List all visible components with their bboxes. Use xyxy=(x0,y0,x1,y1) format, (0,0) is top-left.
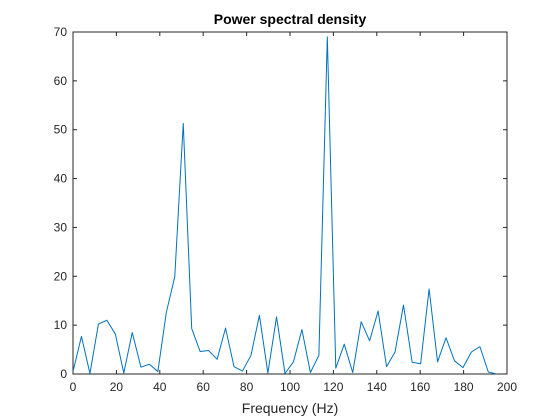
series-layer xyxy=(72,36,497,375)
y-axis-ticks: 0 10 20 30 40 50 60 70 xyxy=(54,25,507,381)
y-tick-label: 60 xyxy=(54,74,68,88)
psd-series-line xyxy=(72,36,497,375)
x-tick-label: 80 xyxy=(240,380,254,394)
y-tick-label: 20 xyxy=(54,269,68,283)
axes-box xyxy=(72,31,508,375)
x-tick-label: 160 xyxy=(410,380,430,394)
x-tick-label: 180 xyxy=(454,380,474,394)
x-tick-label: 0 xyxy=(70,380,77,394)
y-tick-label: 10 xyxy=(54,318,68,332)
y-tick-label: 30 xyxy=(54,220,68,234)
x-tick-label: 60 xyxy=(197,380,211,394)
y-tick-label: 40 xyxy=(54,172,68,186)
chart-title: Power spectral density xyxy=(214,11,367,27)
x-tick-label: 140 xyxy=(367,380,387,394)
y-tick-label: 0 xyxy=(60,367,67,381)
x-tick-label: 120 xyxy=(323,380,343,394)
plot-area: 0 20 40 60 80 100 120 140 160 180 200 0 10 20 30 40 50 6… xyxy=(54,25,518,394)
x-axis-ticks: 0 20 40 60 80 100 120 140 160 180 200 xyxy=(70,32,517,394)
x-tick-label: 20 xyxy=(110,380,124,394)
x-tick-label: 40 xyxy=(153,380,167,394)
x-axis-label: Frequency (Hz) xyxy=(242,400,338,416)
x-tick-label: 100 xyxy=(280,380,300,394)
x-tick-label: 200 xyxy=(497,380,517,394)
y-tick-label: 70 xyxy=(54,25,68,39)
y-tick-label: 50 xyxy=(54,123,68,137)
